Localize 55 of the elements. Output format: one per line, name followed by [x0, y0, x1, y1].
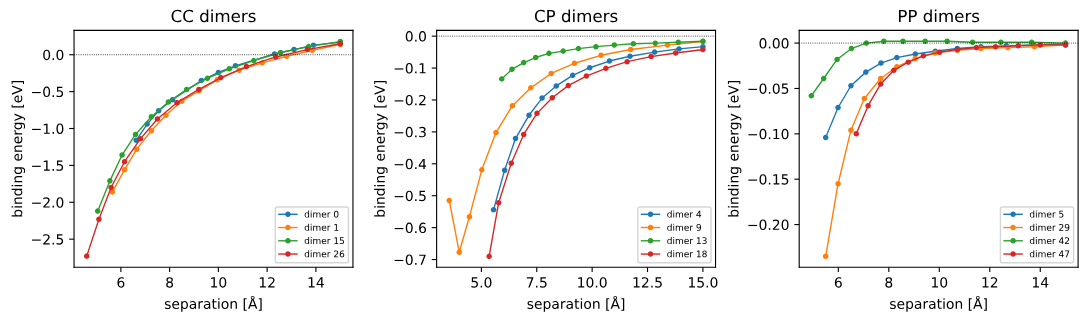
y-tick-label: −0.7 — [394, 254, 426, 266]
y-tick-label: −2.5 — [32, 234, 64, 245]
chart-title: CP dimers — [534, 9, 618, 23]
y-tick-label: −0.10 — [748, 128, 789, 140]
legend-label: dimer 18 — [667, 250, 707, 258]
y-tick-label: −0.05 — [748, 83, 789, 94]
legend-label: dimer 15 — [304, 237, 345, 245]
y-tick-label: −0.15 — [748, 174, 789, 185]
y-tick-label: 0.00 — [759, 38, 789, 49]
x-tick-label: 6 — [117, 277, 125, 288]
legend-label: dimer 1 — [304, 223, 339, 231]
x-tick-label: 10 — [931, 277, 948, 288]
y-tick-label: −0.4 — [394, 158, 427, 170]
x-axis-title: separation [Å] — [527, 295, 625, 312]
x-tick-label: 10 — [211, 277, 227, 288]
chart-title: CC dimers — [171, 9, 256, 23]
y-tick-label: −0.2 — [394, 94, 426, 106]
y-axis-title: binding energy [eV] — [374, 81, 388, 217]
y-tick-label: −0.3 — [394, 126, 426, 138]
legend-label: dimer 42 — [1029, 237, 1070, 245]
x-tick-label: 6 — [834, 277, 842, 288]
x-tick-label: 8 — [885, 277, 893, 288]
legend-label: dimer 0 — [304, 210, 339, 218]
legend-label: dimer 5 — [1029, 210, 1064, 218]
y-tick-label: −1.0 — [32, 123, 64, 134]
y-tick-label: 0.0 — [43, 49, 64, 61]
y-tick-label: −0.20 — [748, 219, 789, 231]
legend-label: dimer 4 — [667, 210, 702, 218]
y-axis-title: binding energy [eV] — [727, 81, 742, 217]
x-tick-label: 15.0 — [688, 277, 718, 288]
y-tick-label: 0.0 — [405, 31, 426, 42]
y-tick-label: −0.5 — [32, 86, 64, 98]
x-tick-label: 12.5 — [633, 277, 662, 288]
x-tick-label: 12 — [259, 277, 275, 288]
x-tick-label: 5.0 — [471, 277, 492, 288]
x-tick-label: 10.0 — [578, 277, 607, 288]
y-tick-label: −0.5 — [394, 190, 426, 202]
legend-label: dimer 13 — [667, 237, 707, 245]
chart-title: PP dimers — [898, 9, 980, 23]
legend-label: dimer 47 — [1029, 250, 1070, 258]
legend-label: dimer 29 — [1029, 223, 1070, 231]
y-axis-title: binding energy [eV] — [11, 81, 26, 217]
x-tick-label: 14 — [1032, 277, 1049, 288]
x-tick-label: 8 — [166, 277, 174, 288]
y-tick-label: −2.0 — [32, 197, 64, 208]
x-axis-title: separation [Å] — [164, 295, 262, 312]
legend-label: dimer 9 — [667, 223, 702, 231]
x-tick-label: 7.5 — [526, 277, 547, 288]
y-tick-label: −1.5 — [32, 160, 64, 171]
x-tick-label: 12 — [982, 277, 998, 288]
y-tick-label: −0.6 — [394, 222, 427, 234]
x-axis-title: separation [Å] — [890, 295, 987, 312]
x-tick-label: 14 — [308, 277, 324, 288]
legend-label: dimer 26 — [304, 250, 345, 258]
y-tick-label: −0.1 — [394, 63, 426, 74]
